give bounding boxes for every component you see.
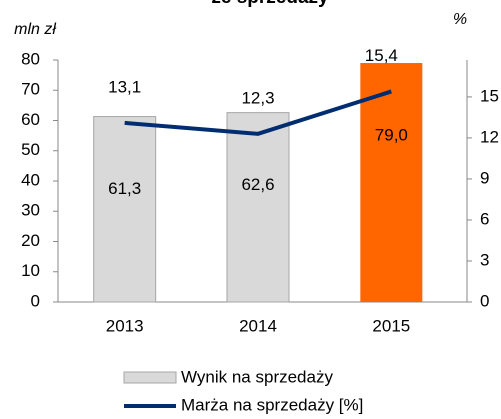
- bar: [93, 116, 157, 303]
- bar-value-label: 61,3: [108, 179, 141, 198]
- line-value-label: 13,1: [108, 77, 141, 96]
- bar: [226, 112, 290, 303]
- y2-tick-label: 6: [480, 209, 489, 228]
- line-value-label: 12,3: [241, 88, 274, 107]
- y-tick-label: 80: [21, 49, 40, 68]
- y-tick-label: 40: [21, 170, 40, 189]
- bar: [360, 63, 423, 303]
- legend-swatch-bar: [123, 371, 177, 384]
- bar-value-label: 79,0: [375, 126, 408, 145]
- y2-tick-label: 0: [480, 291, 489, 310]
- x-tick-label: 2014: [239, 316, 277, 335]
- y2-axis-label: %: [453, 11, 467, 28]
- line: [124, 89, 392, 136]
- y2-tick-label: 3: [480, 250, 489, 269]
- y-tick-label: 30: [21, 201, 40, 220]
- y-tick-label: 70: [21, 80, 40, 99]
- y2-tick-label: 9: [480, 168, 489, 187]
- y-tick-label: 20: [21, 231, 40, 250]
- x-tick-label: 2013: [106, 316, 144, 335]
- y-tick-label: 0: [31, 291, 40, 310]
- line-value-label: 15,4: [365, 46, 398, 65]
- y-tick-label: 10: [21, 261, 40, 280]
- x-tick-label: 2015: [372, 316, 410, 335]
- y2-tick-label: 12: [480, 127, 499, 146]
- y-tick-label: 60: [21, 110, 40, 129]
- y-axis-label: mln zł: [14, 21, 56, 38]
- y2-tick-label: 15: [480, 86, 499, 105]
- chart-title: ze sprzedaży: [211, 0, 329, 8]
- y-tick-label: 50: [21, 140, 40, 159]
- legend-label: Marża na sprzedaży [%]: [181, 395, 363, 414]
- bar-value-label: 62,6: [241, 175, 274, 194]
- legend-label: Wynik na sprzedaży: [181, 367, 333, 386]
